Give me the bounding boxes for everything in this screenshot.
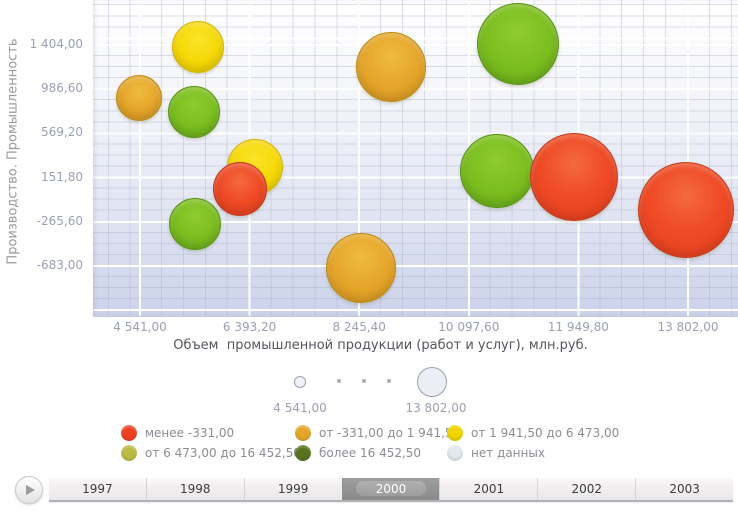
bubble[interactable] — [169, 198, 222, 251]
x-axis-tick-label: 6 393,20 — [222, 320, 277, 334]
legend-item: более 16 452,50 — [295, 445, 421, 461]
bubble[interactable] — [168, 85, 221, 138]
size-legend-max-circle — [417, 367, 447, 397]
bubble[interactable] — [477, 2, 560, 85]
timeline-year-label: 2000 — [375, 482, 407, 496]
timeline-year-label: 2003 — [669, 482, 700, 496]
legend-item: нет данных — [447, 445, 545, 461]
bubble[interactable] — [115, 74, 162, 121]
legend-swatch — [121, 445, 137, 461]
y-axis-tick-label: 1 404,00 — [29, 37, 83, 51]
size-legend-max-label: 13 802,00 — [405, 401, 467, 415]
x-axis-title: Объем промышленной продукции (работ и ус… — [173, 338, 588, 353]
legend-label: от -331,00 до 1 941,50 — [319, 426, 461, 440]
timeline-year-1999[interactable]: 1999 — [243, 478, 342, 500]
bubble[interactable] — [356, 31, 426, 102]
size-legend-dot — [387, 379, 391, 383]
timeline-year-label: 1997 — [82, 482, 113, 496]
x-axis-tick-label: 11 949,80 — [547, 320, 609, 334]
legend-label: более 16 452,50 — [319, 446, 422, 460]
size-legend-dot — [337, 379, 341, 383]
legend-label: менее -331,00 — [145, 426, 235, 440]
legend-item: менее -331,00 — [121, 425, 234, 441]
timeline-year-2002[interactable]: 2002 — [537, 478, 635, 500]
timeline-year-2000[interactable]: 2000 — [341, 478, 440, 500]
legend-label: от 1 941,50 до 6 473,00 — [471, 426, 620, 440]
play-icon — [26, 485, 35, 495]
bubble[interactable] — [212, 162, 267, 217]
x-axis-tick-label: 8 245,40 — [332, 320, 386, 334]
timeline-year-label: 1998 — [180, 482, 211, 496]
play-button[interactable] — [15, 476, 43, 504]
legend-swatch — [295, 425, 311, 441]
y-axis-tick-label: -683,00 — [36, 258, 83, 272]
size-legend-dot — [362, 379, 366, 383]
legend-swatch — [295, 445, 311, 461]
bubble[interactable] — [637, 162, 734, 259]
x-axis-tick-label: 10 097,60 — [438, 320, 500, 334]
legend-label: от 6 473,00 до 16 452,50 — [145, 446, 301, 460]
legend-swatch — [447, 425, 463, 441]
timeline-selected-pill — [355, 481, 427, 496]
y-axis-tick-label: 986,60 — [41, 81, 83, 96]
y-axis-tick-label: 569,20 — [41, 125, 83, 140]
timeline-year-2001[interactable]: 2001 — [439, 478, 537, 500]
x-axis-tick-label: 13 802,00 — [657, 320, 719, 334]
timeline-year-label: 1999 — [277, 482, 309, 496]
y-axis-tick-label: -265,60 — [36, 213, 83, 228]
bubble[interactable] — [460, 134, 535, 209]
size-legend-min-circle — [294, 376, 306, 388]
legend-item: от -331,00 до 1 941,50 — [295, 425, 460, 441]
bubble[interactable] — [171, 20, 224, 73]
bubble[interactable] — [530, 133, 619, 222]
legend-swatch — [121, 425, 137, 441]
legend-swatch — [447, 445, 463, 461]
timeline-year-1997[interactable]: 1997 — [49, 478, 146, 500]
timeline[interactable]: 1997 1998 1999 2000 2001 2002 2003 — [49, 478, 733, 502]
y-axis-tick-label: 151,80 — [41, 169, 83, 184]
timeline-year-label: 2002 — [571, 482, 602, 496]
x-axis-tick-label: 4 541,00 — [113, 320, 167, 334]
legend-label: нет данных — [471, 446, 545, 460]
size-legend-min-label: 4 541,00 — [273, 401, 327, 415]
legend-item: от 6 473,00 до 16 452,50 — [121, 445, 301, 461]
timeline-year-2003[interactable]: 2003 — [635, 478, 733, 500]
timeline-year-label: 2001 — [473, 482, 505, 496]
timeline-year-1998[interactable]: 1998 — [145, 478, 244, 500]
legend-item: от 1 941,50 до 6 473,00 — [447, 425, 619, 441]
bubble[interactable] — [326, 233, 396, 304]
